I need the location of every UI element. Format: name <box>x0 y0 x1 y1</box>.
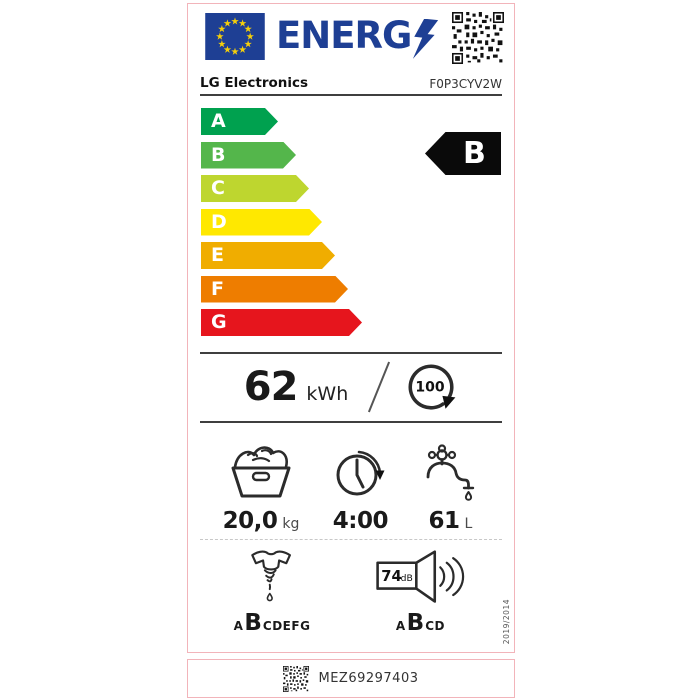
header-divider <box>200 94 502 96</box>
qr-code-icon <box>452 12 504 64</box>
rating-bar-letter: D <box>211 210 227 233</box>
rating-indicator-letter: B <box>463 135 486 171</box>
rating-bar: B <box>201 142 296 169</box>
rating-bar: G <box>201 309 362 336</box>
rating-bar: C <box>201 175 309 202</box>
rating-bar-letter: G <box>211 311 227 333</box>
energy-section-divider-bottom <box>200 421 502 423</box>
spec-class-divider <box>200 539 502 540</box>
spin-class-prefix: A <box>233 619 244 633</box>
cycles-icon: 100 <box>408 364 456 410</box>
rating-scale: A B C D E F G <box>201 108 362 343</box>
spec-duration: 4:00 <box>331 434 389 534</box>
footer-qr-code-icon <box>283 665 310 692</box>
spec-capacity: 20,0 kg <box>222 434 300 534</box>
rating-indicator-arrow: B <box>425 132 501 175</box>
duration-icon <box>336 450 385 496</box>
regulation-number: 2019/2014 <box>502 598 511 644</box>
water-unit: L <box>464 516 473 532</box>
per-slash <box>368 361 391 413</box>
noise-class: 74 dB A B CD <box>372 548 468 636</box>
rating-bar: D <box>201 209 322 236</box>
supplier-name: LG Electronics <box>200 75 309 91</box>
footer-code: MEZ69297403 <box>318 671 419 686</box>
spin-class: A B CDEFG <box>234 548 311 636</box>
class-row: A B CDEFG 74 dB A B CD <box>200 548 502 636</box>
rating-bar: F <box>201 276 348 303</box>
lightning-bolt-icon <box>413 19 439 59</box>
energy-consumption: 62 kWh 100 <box>200 356 502 418</box>
laundry-load-icon <box>231 446 291 498</box>
rating-bar-letter: E <box>211 244 224 266</box>
cycles-value: 100 <box>416 380 445 396</box>
capacity-unit: kg <box>282 516 300 532</box>
energy-value: 62 <box>243 364 299 410</box>
energy-unit: kWh <box>306 383 349 405</box>
spin-dry-icon <box>251 550 291 602</box>
spin-class-selected: B <box>244 610 262 636</box>
rating-bar-letter: F <box>211 277 224 300</box>
noise-db-unit: dB <box>401 573 413 584</box>
noise-class-prefix: A <box>395 619 406 633</box>
footer-code-box: MEZ69297403 <box>187 659 515 698</box>
water-tap-icon <box>426 444 475 501</box>
eu-flag <box>205 13 265 60</box>
noise-class-suffix: CD <box>425 619 445 633</box>
energ-logo-text: ENERG <box>276 14 412 57</box>
water-value: 61 <box>428 508 460 534</box>
rating-bar-letter: B <box>211 143 226 166</box>
energy-section-divider-top <box>200 352 502 354</box>
rating-bar-letter: C <box>211 177 225 199</box>
duration-value: 4:00 <box>332 508 389 534</box>
energy-label: ENERG LG Electronics F0P3CYV2W A B C D E… <box>187 3 515 653</box>
spec-row: 20,0 kg 4:00 <box>200 434 502 534</box>
spin-class-suffix: CDEFG <box>262 619 311 633</box>
energ-logo: ENERG <box>276 17 439 61</box>
noise-db-value: 74 <box>382 568 403 585</box>
spec-water: 61 L <box>421 434 479 534</box>
capacity-value: 20,0 <box>222 508 278 534</box>
noise-icon: 74 dB <box>376 550 465 603</box>
rating-bar: A <box>201 108 278 135</box>
model-identifier: F0P3CYV2W <box>429 77 502 91</box>
noise-class-selected: B <box>406 610 425 636</box>
rating-bar-letter: A <box>211 110 226 132</box>
rating-bar: E <box>201 242 335 269</box>
